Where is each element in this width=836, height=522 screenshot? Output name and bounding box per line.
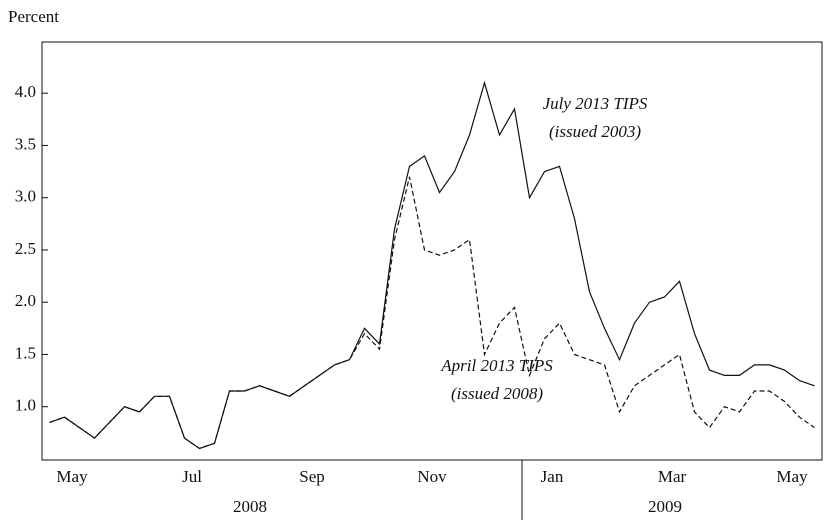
annotation: July 2013 TIPS [543, 94, 648, 113]
x-tick-label: Sep [299, 467, 325, 486]
series-line [49, 176, 815, 450]
x-tick-label: May [56, 467, 88, 486]
y-tick-label: 3.5 [15, 134, 36, 153]
y-axis-label: Percent [8, 7, 59, 26]
y-tick-label: 1.0 [15, 396, 36, 415]
annotation: (issued 2003) [549, 122, 641, 141]
y-tick-label: 1.5 [15, 343, 36, 362]
x-tick-label: Nov [417, 467, 447, 486]
y-tick-label: 3.0 [15, 187, 36, 206]
x-tick-label: Jan [541, 467, 564, 486]
year-label: 2009 [648, 497, 682, 516]
year-label: 2008 [233, 497, 267, 516]
y-tick-label: 4.0 [15, 82, 36, 101]
series-line [49, 80, 815, 450]
y-tick-label: 2.5 [15, 239, 36, 258]
x-tick-label: Mar [658, 467, 687, 486]
x-tick-label: Jul [182, 467, 202, 486]
annotation: April 2013 TIPS [440, 356, 553, 375]
plot-frame [41, 41, 823, 461]
annotation: (issued 2008) [451, 384, 543, 403]
x-tick-label: May [776, 467, 808, 486]
y-tick-label: 2.0 [15, 291, 36, 310]
